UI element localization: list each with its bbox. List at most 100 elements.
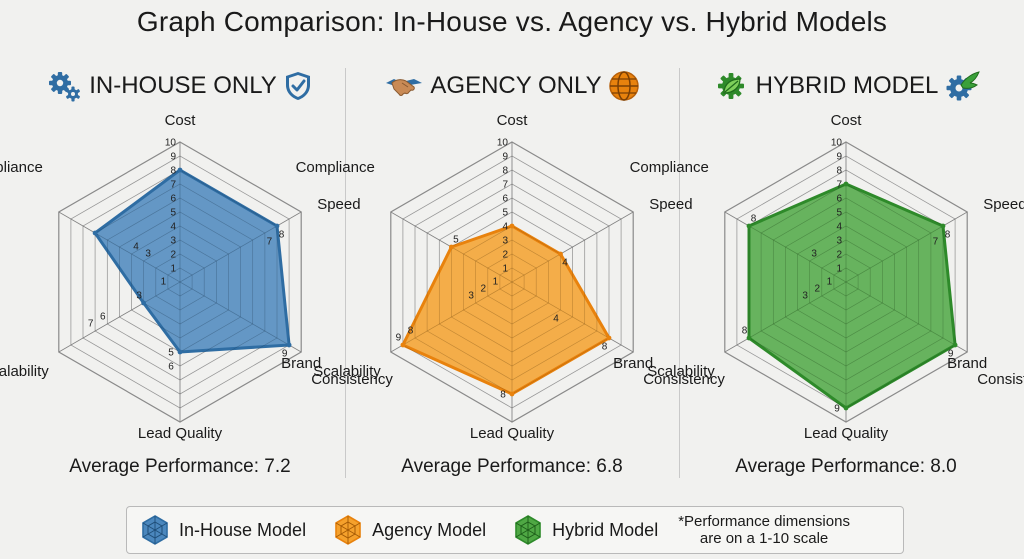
tick-label: 6 xyxy=(836,194,842,205)
value-label: 4 xyxy=(562,257,568,268)
tick-label: 9 xyxy=(502,152,508,163)
data-point xyxy=(746,335,752,341)
legend-item-hybrid: Hybrid Model xyxy=(512,514,658,546)
tick-label: 5 xyxy=(836,208,842,219)
data-point xyxy=(558,251,563,257)
value-label: 6 xyxy=(100,312,106,323)
axis-spoke-overlay xyxy=(179,281,302,353)
value-label: 7 xyxy=(88,319,94,330)
scale-note-line: are on a 1-10 scale xyxy=(699,530,829,547)
tick-label: 2 xyxy=(836,250,842,261)
value-label: 3 xyxy=(802,291,808,302)
value-label: 7 xyxy=(933,236,939,247)
axis-label: Scalability xyxy=(647,363,715,380)
legend-label: Hybrid Model xyxy=(552,519,659,540)
grid-ring-overlay xyxy=(487,253,537,311)
axis-label: Speed xyxy=(317,196,360,213)
data-point xyxy=(606,335,612,341)
data-point xyxy=(400,342,406,348)
scale-note-line: *Performance dimensions xyxy=(678,513,850,530)
data-point xyxy=(509,391,515,397)
hexagon-swatch-icon xyxy=(335,515,361,545)
value-label: 8 xyxy=(500,390,506,401)
value-label: 9 xyxy=(948,348,954,359)
handshake-icon xyxy=(386,79,423,96)
value-label: 8 xyxy=(279,229,285,240)
average-performance-in-house: Average Performance: 7.2 xyxy=(69,456,291,477)
axis-spoke-overlay xyxy=(845,281,968,353)
panel-title: AGENCY ONLY xyxy=(430,72,602,99)
axis-label: Speed xyxy=(983,196,1024,213)
panel-title: IN-HOUSE ONLY xyxy=(89,72,277,99)
grid-ring-overlay xyxy=(167,267,193,297)
tick-label: 9 xyxy=(170,152,176,163)
value-label: 9 xyxy=(282,348,288,359)
value-label: 3 xyxy=(468,291,474,302)
data-point xyxy=(843,405,849,411)
axis-spoke-overlay xyxy=(511,281,634,353)
tick-label: 4 xyxy=(502,222,508,233)
axis-spoke-overlay xyxy=(58,281,181,353)
grid-ring-overlay xyxy=(821,253,871,311)
tick-label: 9 xyxy=(836,152,842,163)
tick-label: 3 xyxy=(836,236,842,247)
tick-label: 8 xyxy=(502,166,508,177)
chart-title: Graph Comparison: In-House vs. Agency vs… xyxy=(136,6,888,37)
grid-ring-overlay xyxy=(833,267,859,297)
grid-ring-overlay xyxy=(499,267,525,297)
data-point xyxy=(286,342,292,348)
data-point xyxy=(843,181,849,187)
tick-label: 1 xyxy=(502,264,508,275)
grid-ring-overlay xyxy=(760,183,932,381)
panel-header-agency: AGENCY ONLY xyxy=(362,66,662,106)
data-point xyxy=(177,167,183,173)
panel-divider-1 xyxy=(345,68,346,478)
value-label: 1 xyxy=(827,277,833,288)
tick-label: 3 xyxy=(502,236,508,247)
value-label: 6 xyxy=(168,362,174,373)
axis-spoke-overlay xyxy=(724,211,847,283)
tick-label: 6 xyxy=(502,194,508,205)
tick-label: 1 xyxy=(836,264,842,275)
value-label: 4 xyxy=(553,313,559,324)
legend-item-agency: Agency Model xyxy=(332,514,486,546)
data-point xyxy=(940,223,946,229)
gears-icon xyxy=(49,72,81,102)
tick-label: 7 xyxy=(502,180,508,191)
value-label: 1 xyxy=(493,277,499,288)
grid-ring-overlay xyxy=(772,197,920,367)
axis-label: Scalability xyxy=(313,363,381,380)
axis-spoke-overlay xyxy=(390,281,513,353)
grid-ring-overlay xyxy=(402,155,622,409)
tick-label: 8 xyxy=(836,166,842,177)
hexagon-swatch-icon xyxy=(515,515,541,545)
data-point xyxy=(746,223,752,229)
data-point xyxy=(141,300,147,306)
axis-spoke-overlay xyxy=(179,211,302,283)
tick-label: 7 xyxy=(170,180,176,191)
value-label: 8 xyxy=(408,326,414,337)
axis-label: Compliance xyxy=(0,159,43,176)
tick-label: 5 xyxy=(502,208,508,219)
average-performance-agency: Average Performance: 6.8 xyxy=(401,456,623,477)
axis-label-line: Brand xyxy=(281,355,321,372)
tick-label: 2 xyxy=(502,250,508,261)
value-label: 3 xyxy=(145,249,151,260)
axis-label-line: Consistency xyxy=(643,371,725,388)
axis-label: Compliance xyxy=(630,159,709,176)
wing-gear-icon xyxy=(946,71,981,101)
value-label: 7 xyxy=(267,236,273,247)
shield-check-icon xyxy=(285,72,310,100)
axis-label: Cost xyxy=(831,112,863,129)
value-label: 8 xyxy=(945,229,951,240)
tick-label: 8 xyxy=(170,166,176,177)
legend-item-in-house: In-House Model xyxy=(139,514,306,546)
axis-spoke-overlay xyxy=(511,211,634,283)
data-point xyxy=(509,223,515,229)
hexagon-swatch-icon xyxy=(142,515,168,545)
